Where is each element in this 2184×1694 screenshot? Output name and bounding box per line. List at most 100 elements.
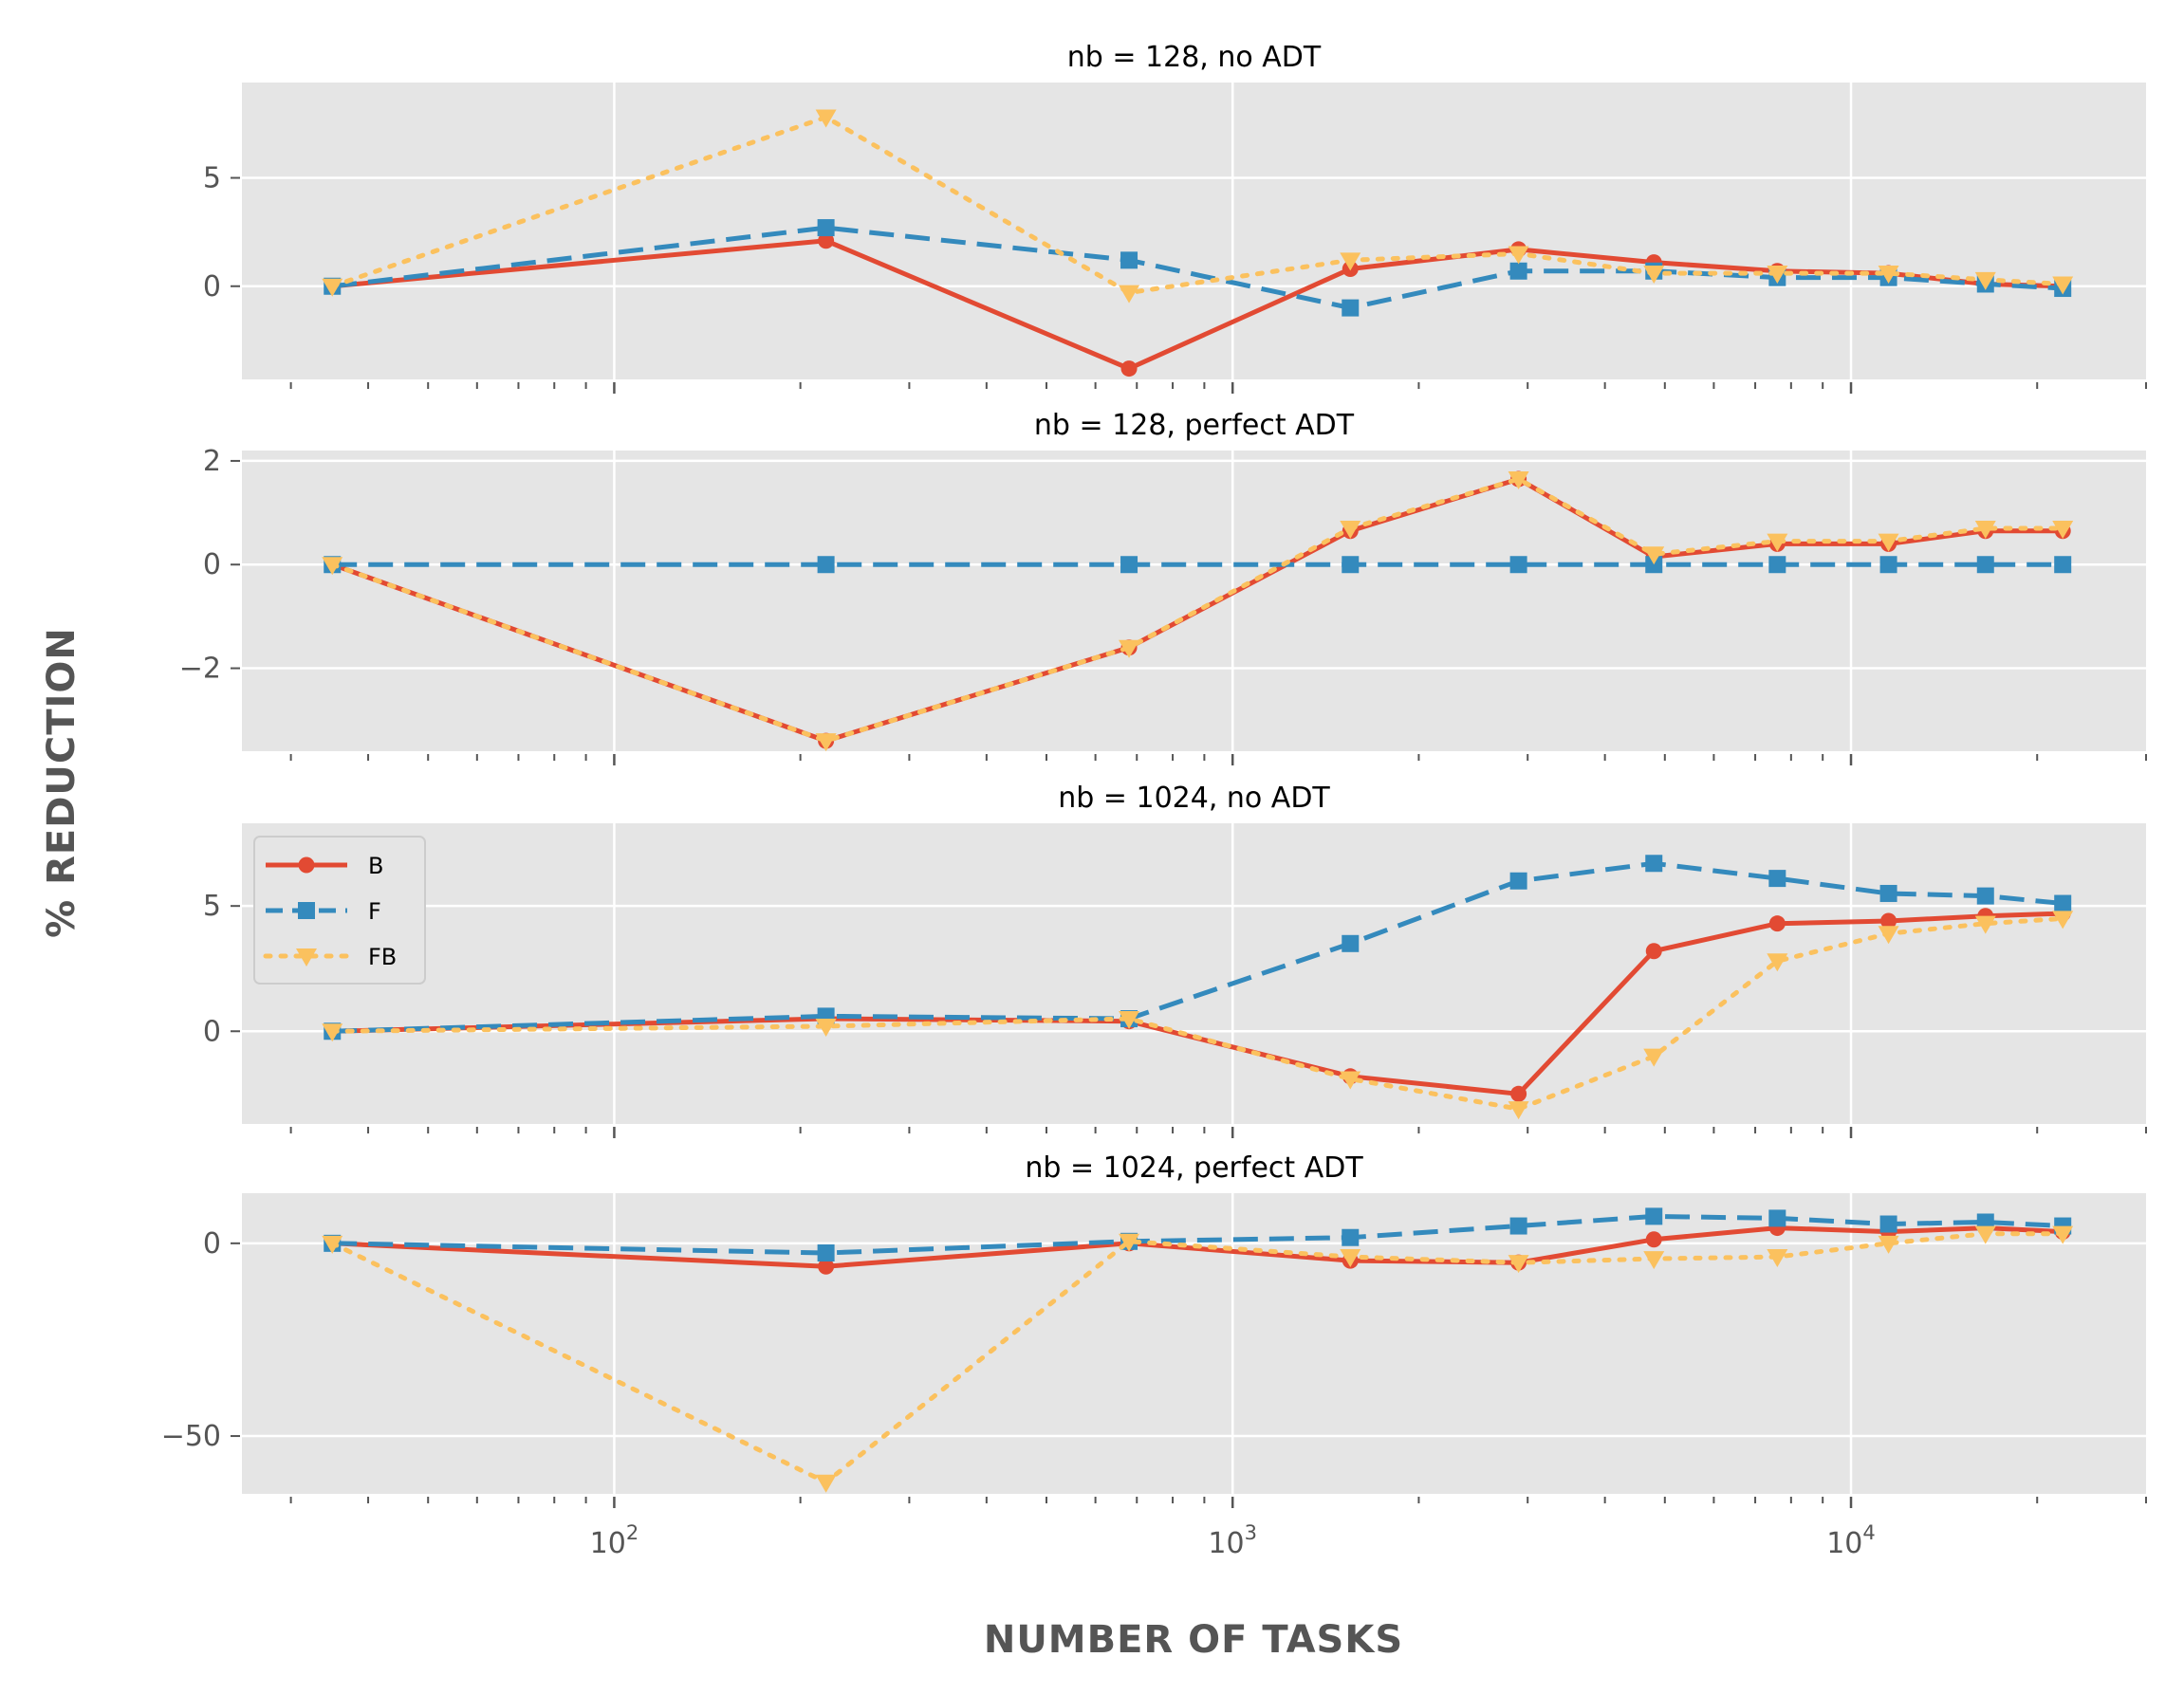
data-point — [1767, 533, 1788, 552]
data-point — [322, 1235, 343, 1254]
data-point — [322, 1023, 343, 1042]
data-point — [1119, 285, 1140, 304]
legend-label: F — [368, 898, 381, 925]
series-FB — [322, 911, 2074, 1120]
data-point — [1645, 943, 1662, 960]
data-point — [1768, 870, 1786, 888]
x-tick-label: 104 — [1826, 1521, 1876, 1560]
series-line — [329, 1231, 2065, 1485]
series-line — [332, 860, 2064, 1034]
data-point — [1342, 1228, 1360, 1246]
panel-title: nb = 128, no ADT — [1067, 41, 1322, 74]
series-line — [331, 225, 2064, 311]
y-tick-label: 0 — [203, 548, 221, 581]
data-point — [1768, 915, 1786, 932]
data-point — [817, 219, 835, 237]
plot-background — [242, 83, 2146, 379]
data-point — [298, 856, 315, 874]
y-tick-label: 5 — [203, 890, 221, 923]
data-point — [1643, 1251, 1665, 1270]
data-point — [1643, 266, 1665, 285]
data-point — [1340, 252, 1361, 271]
series-line — [332, 911, 2064, 1096]
data-point — [1119, 1233, 1140, 1252]
data-point — [1974, 271, 1996, 290]
data-point — [1976, 556, 1994, 574]
y-tick-label: −2 — [179, 653, 221, 686]
series-line — [332, 1213, 2064, 1256]
y-tick-label: 0 — [203, 1015, 221, 1048]
data-point — [1509, 872, 1527, 890]
data-point — [1342, 556, 1360, 574]
panel-3: 0 5 nb = 1024, no ADT — [203, 782, 2147, 1138]
legend-entry-FB: FB — [263, 944, 397, 970]
data-point — [1974, 520, 1996, 539]
data-point — [1878, 1235, 1899, 1254]
data-point — [322, 557, 343, 576]
series-F — [324, 1207, 2072, 1261]
data-point — [1509, 1217, 1527, 1235]
y-tick-label: 0 — [203, 1227, 221, 1261]
data-point — [817, 556, 835, 574]
y-axis-label: % REDUCTION — [40, 627, 83, 938]
series-line — [329, 476, 2065, 744]
x-tick-label: 103 — [1208, 1521, 1257, 1560]
data-point — [1119, 639, 1140, 658]
data-point — [1879, 884, 1897, 902]
panel-4: −50 0 102 103 104 nb = 1024, perfect ADT — [161, 1151, 2147, 1560]
data-point — [1508, 1255, 1529, 1274]
plot-background — [242, 451, 2146, 751]
data-point — [1510, 1085, 1527, 1102]
legend-box — [253, 836, 426, 985]
y-tick-label: 2 — [203, 445, 221, 478]
y-tick-label: 5 — [203, 162, 221, 195]
data-point — [1508, 1101, 1529, 1120]
data-point — [1767, 953, 1788, 972]
data-point — [322, 278, 343, 297]
data-point — [818, 1258, 835, 1275]
data-point — [1509, 262, 1527, 280]
data-point — [1340, 1249, 1361, 1268]
data-point — [2052, 276, 2074, 295]
data-point — [1508, 471, 1529, 490]
legend: BF FB — [253, 836, 426, 985]
data-point — [1880, 912, 1897, 930]
data-point — [1879, 556, 1897, 574]
legend-entry-F: F — [266, 898, 381, 925]
data-point — [1974, 915, 1996, 934]
data-point — [1976, 887, 1994, 905]
panel-1: 0 5 nb = 128, no ADT — [203, 41, 2147, 394]
data-point — [2052, 1225, 2074, 1244]
data-point — [1509, 556, 1527, 574]
data-point — [815, 733, 837, 752]
data-point — [815, 1474, 837, 1493]
x-tick-label: 102 — [590, 1521, 639, 1560]
data-point — [1643, 546, 1665, 565]
data-point — [1119, 1011, 1140, 1030]
data-point — [1767, 266, 1788, 285]
series-line — [329, 115, 2065, 296]
legend-label: FB — [368, 944, 397, 970]
data-point — [298, 902, 315, 919]
series-FB — [322, 109, 2074, 304]
series-FB — [322, 1225, 2074, 1493]
data-point — [1878, 533, 1899, 552]
data-point — [817, 1243, 835, 1261]
data-point — [1120, 360, 1138, 377]
data-point — [1878, 926, 1899, 945]
data-point — [818, 232, 835, 249]
data-point — [1878, 266, 1899, 285]
data-point — [1645, 1231, 1662, 1248]
data-point — [815, 1018, 837, 1037]
data-point — [1342, 934, 1360, 952]
data-point — [1508, 246, 1529, 265]
x-axis-label: NUMBER OF TASKS — [984, 1618, 1403, 1662]
series-F — [324, 556, 2072, 574]
data-point — [1768, 556, 1786, 574]
series-line — [332, 1225, 2064, 1269]
data-point — [296, 948, 317, 967]
data-point — [2052, 520, 2074, 539]
data-point — [1879, 1215, 1897, 1233]
y-tick-label: −50 — [161, 1420, 221, 1453]
